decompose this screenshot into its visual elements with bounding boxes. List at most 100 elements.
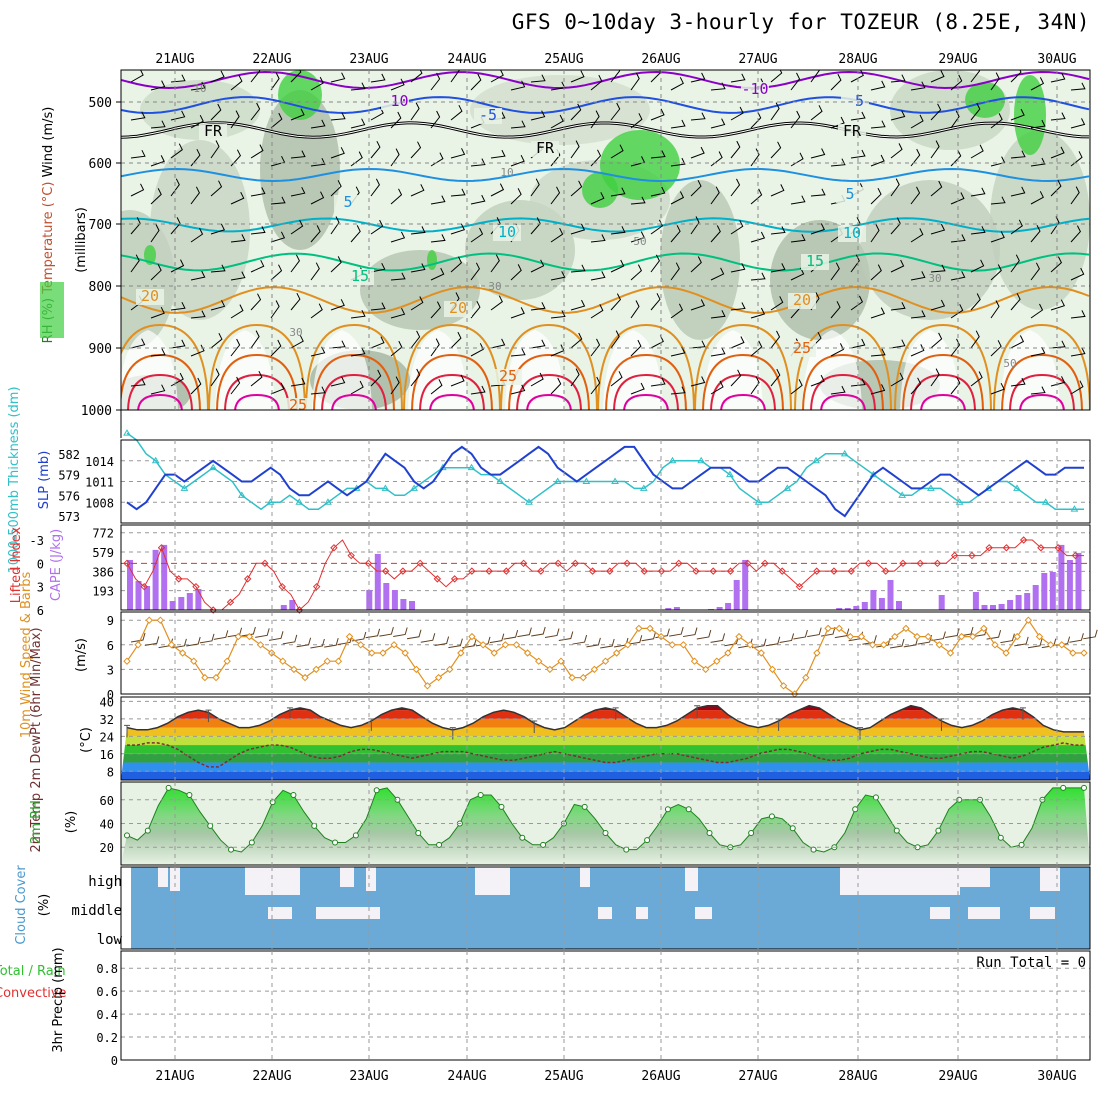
wind-barb [290,186,306,197]
wind10-marker [779,682,788,690]
rh-moist-4 [965,82,1005,118]
wind-barb [310,303,323,319]
wind-barb [130,70,144,83]
wind-barb [650,293,661,311]
wind-barb [610,371,623,387]
cape-bar [391,590,398,610]
thickness-marker [840,449,849,457]
wind-barb [990,113,1003,129]
wind-barb [870,384,886,395]
wind10-marker [935,641,944,649]
wind-barb [470,227,484,243]
cape-frame [120,524,1091,611]
wind-barb [870,264,882,281]
temp-minmax-marker [1019,707,1026,720]
wind-barb [930,368,940,387]
wind10-marker [356,641,365,649]
wind-barb [610,144,624,159]
cape-label: CAPE (J/kg) [49,529,64,601]
isotherm-arch-3-1 [411,353,493,410]
wind-barb [550,271,566,281]
isotherm-label-6-1: 20 [449,299,467,317]
wind-barb [750,307,766,319]
li-marker [933,559,942,568]
wind-barb [430,195,446,205]
li-marker [726,567,735,575]
wind-barb [790,72,801,91]
isotherm-arch-3-0 [403,323,501,410]
thickness-marker [151,456,160,464]
thickness-marker [295,498,304,505]
isotherm-label-6-2: 20 [793,291,811,309]
cape-bar [195,589,202,610]
li-line [126,539,1084,611]
rh-moist-3 [1014,75,1046,155]
rh-moist-5 [144,245,156,265]
wind10-barb [710,633,726,643]
wind-barb [630,382,645,395]
wind10-marker [579,673,587,682]
wind-barb [890,339,906,349]
temp-band-7 [121,710,1090,719]
li-marker [606,567,614,575]
wind10-barb [696,629,712,640]
wind10-marker [568,673,576,682]
isotherm-label-bg [199,124,227,140]
isotherm-arch-0-0 [121,323,209,410]
wind-barb [630,300,640,319]
wind10-barb [544,628,560,638]
pressure-tick-label: 600 [89,157,112,172]
wind-barb [450,331,462,349]
wind10-marker [156,616,165,624]
wind-barb [890,178,900,197]
wind10-barb [186,636,201,647]
wind10-marker [412,665,421,674]
wind-barb [690,376,706,387]
rh-moist-1 [600,130,680,200]
wind-barb [410,70,423,83]
wind-barb [570,140,580,159]
li-marker [744,559,752,568]
wind-barb [390,188,403,205]
wind10-marker [223,657,231,665]
wind-barb [490,254,500,273]
wind-barb [310,157,326,167]
wind-barb [410,141,422,159]
wind-barb [710,347,726,357]
cape-tick-label: 386 [92,565,114,579]
wind-barb [510,80,526,91]
rh-marker [332,839,339,846]
isotherm-arch-9-1 [1001,353,1083,410]
li-marker [675,559,683,568]
thickness-marker [525,498,533,505]
wind-barb [250,144,264,159]
temp-clip [121,704,1090,780]
wind-barb [330,180,342,197]
li-marker [761,559,769,568]
rh-marker [186,792,193,799]
wind-barb [330,376,346,387]
cape-bar [1066,560,1073,610]
wind-barb [710,82,726,91]
wind-barb [870,154,885,167]
wind-barb [730,220,744,235]
wind-barb [950,376,961,395]
wind-barb [830,158,846,167]
wind-barb [390,376,400,395]
cape-bar [665,608,672,610]
cape-bar [409,601,415,610]
wind-barb [290,150,306,159]
wind10-marker [924,632,932,641]
wind-barb [950,271,966,281]
wind10-marker [1013,632,1021,641]
wind10-barb [489,633,505,644]
wind-tick-label: 9 [107,614,114,628]
upper-right-label: (millibars) [74,207,89,273]
wind-barb [630,231,646,243]
wind-barb [1070,380,1084,395]
wind10-marker [323,657,332,665]
wind-barb [570,70,585,83]
rh-marker [581,803,588,810]
dry-zone-3 [408,330,468,410]
wind-barb [570,299,586,311]
